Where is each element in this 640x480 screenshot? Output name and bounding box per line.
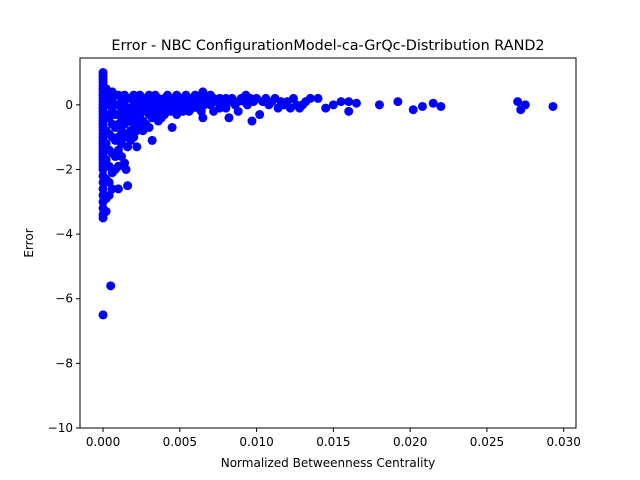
data-point: [113, 184, 123, 194]
x-tick-label: 0.025: [470, 435, 504, 449]
data-point: [305, 93, 315, 103]
data-point: [548, 101, 558, 111]
data-point: [520, 100, 530, 110]
data-point: [233, 106, 243, 116]
y-tick-label: −2: [55, 162, 73, 176]
data-point: [167, 122, 177, 132]
y-tick-label: −8: [55, 356, 73, 370]
data-point: [328, 100, 338, 110]
y-axis: −10 −8 −6 −4 −2 0: [48, 98, 80, 435]
plot-frame: [79, 57, 577, 429]
data-point: [144, 122, 154, 132]
data-point: [224, 113, 234, 123]
points-layer: [98, 68, 558, 320]
data-point: [101, 206, 111, 216]
data-point: [351, 98, 361, 108]
chart-title: Error - NBC ConfigurationModel-ca-GrQc-D…: [111, 38, 544, 54]
y-tick-label: −4: [55, 227, 73, 241]
y-axis-label: Error: [22, 228, 36, 257]
data-point: [321, 103, 331, 113]
y-tick-label: 0: [65, 98, 73, 112]
x-tick-label: 0.000: [86, 435, 120, 449]
data-point: [123, 181, 133, 191]
data-point: [374, 100, 384, 110]
data-point: [198, 113, 208, 123]
x-tick-label: 0.010: [239, 435, 273, 449]
x-tick-label: 0.020: [393, 435, 427, 449]
data-point: [247, 116, 257, 126]
data-point: [344, 106, 354, 116]
data-point: [513, 97, 523, 107]
data-point: [106, 281, 116, 291]
data-point: [313, 93, 323, 103]
x-tick-label: 0.015: [316, 435, 350, 449]
data-point: [255, 110, 265, 120]
y-tick-label: −6: [55, 292, 73, 306]
data-point: [408, 105, 418, 115]
x-tick-label: 0.005: [163, 435, 197, 449]
data-point: [147, 135, 157, 145]
data-point: [436, 101, 446, 111]
data-point: [98, 310, 108, 320]
x-axis-label: Normalized Betweenness Centrality: [221, 456, 436, 470]
data-point: [428, 98, 438, 108]
data-point: [132, 142, 142, 152]
x-axis: 0.000 0.005 0.010 0.015 0.020 0.025 0.030: [86, 428, 581, 449]
data-point: [393, 97, 403, 107]
x-tick-label: 0.030: [547, 435, 581, 449]
data-point: [344, 97, 354, 107]
data-point: [121, 164, 131, 174]
data-point: [98, 184, 108, 194]
y-tick-label: −10: [48, 421, 73, 435]
data-point: [417, 101, 427, 111]
data-point: [336, 97, 346, 107]
